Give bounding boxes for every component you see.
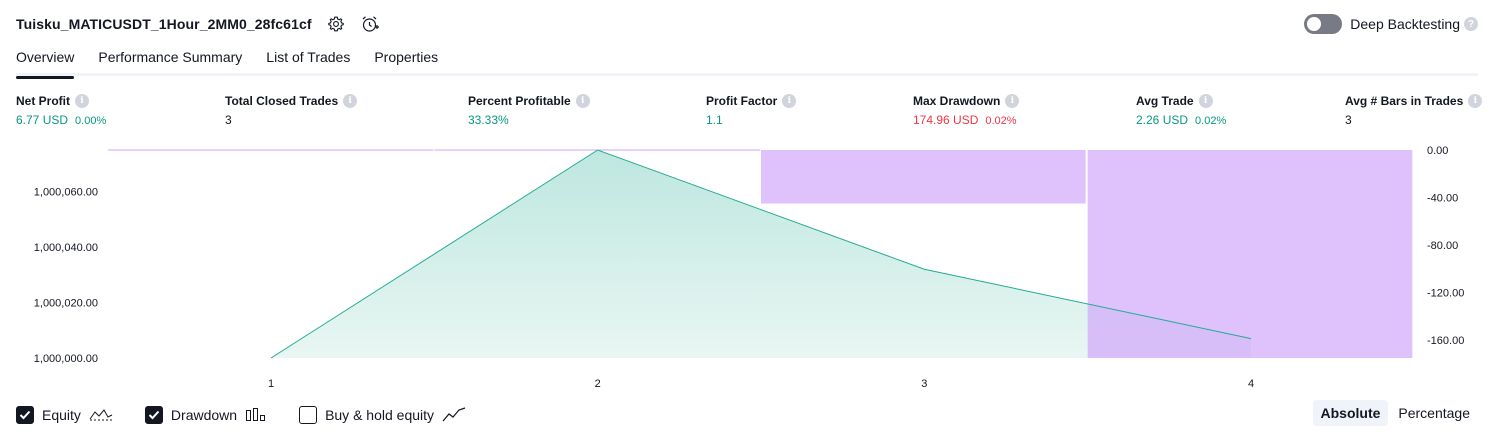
help-icon[interactable]: ?	[1464, 17, 1478, 31]
metric-label: Total Closed Trades	[225, 94, 339, 108]
deep-backtesting-toggle[interactable]	[1304, 14, 1343, 34]
equity-line	[270, 149, 1252, 359]
metric-net-profit: Net Profit i 6.77 USD 0.00%	[16, 93, 106, 129]
x-axis-tick-label: 4	[1248, 378, 1254, 390]
x-axis-tick-label: 1	[268, 378, 274, 390]
equity-checkbox[interactable]	[16, 406, 34, 424]
legend-equity[interactable]: Equity	[16, 406, 113, 424]
percentage-button[interactable]: Percentage	[1398, 405, 1470, 421]
metric-label: Max Drawdown	[913, 94, 1001, 108]
legend-buy-hold-equity[interactable]: Buy & hold equity	[299, 406, 466, 424]
metric-label: Avg # Bars in Trades	[1345, 94, 1464, 108]
metric-percent: 0.02%	[1195, 115, 1227, 127]
metric-value: 3	[1345, 113, 1352, 127]
left-axis-tick-label: 1,000,000.00	[34, 353, 98, 365]
info-icon[interactable]: i	[343, 94, 358, 108]
chart-legend: Equity Drawdown Buy & hold equity Absolu…	[16, 400, 1479, 428]
left-axis-tick-label: 1,000,060.00	[34, 187, 98, 199]
metric-label: Percent Profitable	[468, 94, 571, 108]
metric-max-drawdown: Max Drawdown i 174.96 USD 0.02%	[913, 93, 1020, 129]
strategy-header: Tuisku_MATICUSDT_1Hour_2MM0_28fc61cf Dee…	[16, 12, 1478, 36]
drawdown-bars-icon	[245, 407, 267, 423]
metric-value: 3	[225, 113, 232, 127]
info-icon[interactable]: i	[75, 94, 89, 108]
metric-avg-bars-in-trades: Avg # Bars in Trades i 3	[1345, 93, 1483, 129]
drawdown-checkbox[interactable]	[144, 406, 163, 424]
deep-backtesting-label: Deep Backtesting	[1350, 16, 1460, 32]
buy-hold-checkbox[interactable]	[299, 406, 318, 424]
x-axis-tick-label: 2	[595, 378, 601, 390]
metric-label: Avg Trade	[1136, 94, 1194, 108]
metric-avg-trade: Avg Trade i 2.26 USD 0.02%	[1136, 93, 1226, 129]
metric-profit-factor: Profit Factor i 1.1	[706, 93, 797, 129]
metric-label: Net Profit	[16, 94, 70, 108]
drawdown-bar	[1087, 150, 1413, 358]
right-axis-tick-label: -40.00	[1427, 193, 1458, 205]
tab-performance-summary[interactable]: Performance Summary	[98, 49, 243, 65]
equity-line-icon	[89, 407, 113, 423]
info-icon[interactable]: i	[1468, 94, 1483, 108]
x-axis-tick-label: 3	[921, 378, 927, 390]
gear-icon[interactable]	[326, 14, 346, 34]
legend-drawdown-label: Drawdown	[170, 407, 238, 423]
legend-buy-hold-label: Buy & hold equity	[325, 407, 435, 423]
drawdown-bar	[761, 150, 1086, 204]
info-icon[interactable]: i	[1198, 94, 1213, 108]
left-axis-tick-label: 1,000,020.00	[34, 298, 98, 310]
metric-percent-profitable: Percent Profitable i 33.33%	[468, 93, 590, 129]
tab-list-of-trades[interactable]: List of Trades	[266, 49, 351, 65]
equity-area	[271, 150, 1251, 358]
left-axis-tick-label: 1,000,040.00	[34, 242, 98, 254]
metric-percent: 0.00%	[75, 115, 107, 127]
tab-overview[interactable]: Overview	[16, 46, 75, 79]
metric-value: 174.96 USD	[913, 113, 979, 127]
strategy-title: Tuisku_MATICUSDT_1Hour_2MM0_28fc61cf	[16, 16, 312, 32]
value-mode-switch: Absolute Percentage	[1311, 400, 1479, 426]
right-axis-tick-label: -80.00	[1427, 240, 1458, 252]
tab-properties[interactable]: Properties	[374, 49, 439, 65]
summary-metrics: Net Profit i 6.77 USD 0.00% Total Closed T…	[0, 93, 1494, 133]
legend-equity-label: Equity	[42, 407, 81, 423]
right-axis-tick-label: 0.00	[1427, 145, 1448, 157]
report-tabs: Overview Performance Summary List of Tra…	[16, 46, 1478, 79]
metric-value: 6.77 USD	[16, 113, 69, 127]
info-icon[interactable]: i	[782, 94, 797, 108]
buy-hold-line-icon	[442, 407, 466, 423]
metric-value: 2.26 USD	[1136, 113, 1189, 127]
toggle-knob	[1307, 17, 1322, 31]
metric-percent: 0.02%	[985, 115, 1017, 127]
metric-value: 1.1	[706, 113, 723, 127]
chart-canvas: 1,000,000.00 1,000,020.00 1,000,040.00 1,00…	[34, 145, 1465, 390]
legend-drawdown[interactable]: Drawdown	[144, 406, 267, 424]
equity-drawdown-chart[interactable]: 1,000,000.00 1,000,020.00 1,000,040.00 1,00…	[0, 140, 1494, 395]
info-icon[interactable]: i	[1005, 94, 1020, 108]
right-axis-tick-label: -120.00	[1427, 288, 1464, 300]
info-icon[interactable]: i	[575, 94, 590, 108]
metric-label: Profit Factor	[706, 94, 778, 108]
metric-value: 33.33%	[468, 113, 509, 127]
metric-total-closed-trades: Total Closed Trades i 3	[225, 93, 358, 129]
right-axis-tick-label: -160.00	[1427, 335, 1464, 347]
deep-backtesting-control: Deep Backtesting ?	[1304, 12, 1478, 36]
alarm-clock-add-icon[interactable]	[360, 14, 380, 34]
absolute-button[interactable]: Absolute	[1312, 400, 1389, 426]
